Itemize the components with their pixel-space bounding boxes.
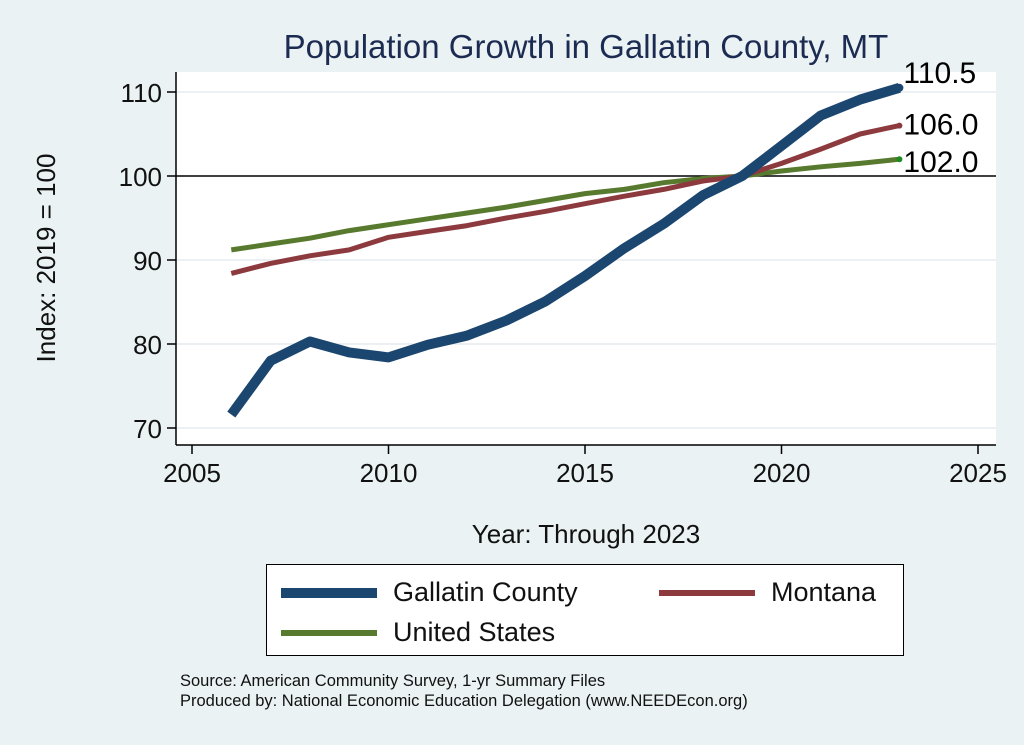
x-tick-label-2005: 2005 (163, 458, 221, 488)
legend-swatch-montana (659, 589, 755, 596)
y-tick-label-110: 110 (121, 78, 162, 108)
y-tick-label-80: 80 (133, 330, 162, 360)
legend: Gallatin County Montana United States (266, 564, 904, 656)
legend-label-gallatin: Gallatin County (393, 577, 578, 607)
series-line-gallatin (227, 83, 901, 418)
legend-swatch-united-states (281, 629, 377, 636)
chart-title: Population Growth in Gallatin County, MT (284, 28, 889, 65)
legend-item-gallatin: Gallatin County (281, 577, 578, 608)
labels-layer: 110.5 106.0 102.0 (903, 57, 978, 179)
y-axis-title: Index: 2019 = 100 (31, 154, 61, 363)
x-tick-label-2020: 2020 (753, 458, 811, 488)
x-axis-title: Year: Through 2023 (472, 519, 700, 549)
y-tick-label-100: 100 (119, 162, 162, 192)
x-tick-label-2015: 2015 (556, 458, 614, 488)
y-tick-label-70: 70 (133, 414, 162, 444)
series-line-united-states (230, 156, 900, 253)
series-end-marker-montana (896, 122, 903, 129)
end-label-united-states: 102.0 (903, 146, 978, 179)
legend-label-united-states: United States (393, 617, 556, 647)
end-label-gallatin: 110.5 (903, 57, 976, 90)
series-line-montana (230, 123, 900, 276)
axes-layer: 70 80 90 100 110 2005 2010 2015 2020 2025 (119, 72, 1007, 488)
legend-swatch-gallatin (281, 587, 377, 598)
series-end-marker-gallatin (895, 83, 904, 92)
y-tick-label-90: 90 (133, 246, 162, 276)
legend-item-montana: Montana (659, 577, 876, 608)
legend-label-montana: Montana (771, 577, 877, 607)
x-tick-label-2010: 2010 (360, 458, 418, 488)
x-tick-label-2025: 2025 (949, 458, 1007, 488)
produced-by-line: Produced by: National Economic Education… (180, 692, 748, 710)
series-end-marker-united-states (896, 156, 903, 163)
legend-item-united-states: United States (281, 617, 555, 648)
end-label-montana: 106.0 (903, 109, 978, 142)
source-line: Source: American Community Survey, 1-yr … (180, 672, 606, 690)
source-note: Source: American Community Survey, 1-yr … (180, 671, 748, 711)
series-layer (227, 83, 904, 418)
